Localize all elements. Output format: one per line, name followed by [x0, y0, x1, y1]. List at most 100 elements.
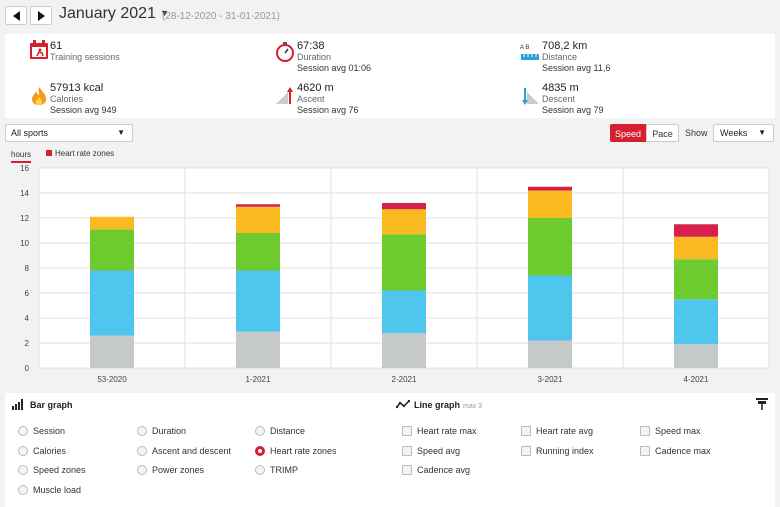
period-select[interactable]: Weeks ▼	[713, 124, 774, 142]
bar-segment[interactable]	[382, 290, 426, 334]
x-tick-label: 53-2020	[97, 375, 127, 384]
bar-segment[interactable]	[90, 270, 134, 336]
bar-option-label: Speed zones	[33, 465, 86, 475]
chart-unit-tab[interactable]: hours	[11, 150, 32, 163]
checkbox-icon[interactable]	[521, 446, 531, 456]
line-option-cadence-max[interactable]: Cadence max	[640, 446, 711, 458]
bar-segment[interactable]	[674, 236, 718, 260]
line-option-label: Speed avg	[417, 446, 461, 456]
bar-segment[interactable]	[674, 299, 718, 345]
y-tick-label: 4	[25, 314, 30, 323]
bar-option-power-zones[interactable]: Power zones	[137, 465, 204, 477]
checkbox-icon[interactable]	[402, 465, 412, 475]
calendar-icon	[30, 40, 48, 59]
line-graph-max: max 3	[463, 403, 483, 410]
speed-toggle[interactable]: Speed	[610, 124, 646, 142]
bar-segment[interactable]	[90, 216, 134, 230]
stat-calories: 57913 kcal Calories Session avg 949	[50, 82, 117, 116]
radio-icon[interactable]	[137, 465, 147, 475]
bar-option-ascent-and-descent[interactable]: Ascent and descent	[137, 446, 231, 458]
sport-select-value: All sports	[11, 128, 49, 138]
bar-segment[interactable]	[528, 275, 572, 341]
line-option-heart-rate-avg[interactable]: Heart rate avg	[521, 426, 593, 438]
line-option-speed-avg[interactable]: Speed avg	[402, 446, 460, 458]
bar-segment[interactable]	[382, 203, 426, 210]
bar-segment[interactable]	[90, 229, 134, 271]
bar-option-label: Distance	[270, 426, 306, 436]
chevron-down-icon: ▼	[117, 128, 125, 137]
chevron-down-icon: ▼	[159, 8, 169, 18]
month-label: January 2021	[59, 5, 156, 22]
descent-avg: Session avg 79	[542, 105, 604, 115]
radio-icon[interactable]	[255, 446, 265, 456]
bar-segment[interactable]	[90, 335, 134, 369]
stat-sessions: 61 Training sessions	[50, 40, 120, 63]
y-tick-label: 0	[25, 364, 30, 373]
next-month-button[interactable]	[30, 6, 52, 25]
chevron-down-icon: ▼	[758, 128, 766, 137]
bar-option-speed-zones[interactable]: Speed zones	[18, 465, 86, 477]
bar-segment[interactable]	[236, 233, 280, 271]
radio-icon[interactable]	[137, 426, 147, 436]
radio-icon[interactable]	[18, 465, 28, 475]
bar-option-muscle-load[interactable]: Muscle load	[18, 485, 81, 497]
distance-label: Distance	[542, 52, 578, 62]
bar-graph-icon	[12, 399, 23, 410]
pace-toggle[interactable]: Pace	[646, 124, 679, 142]
checkbox-icon[interactable]	[521, 426, 531, 436]
bar-option-trimp[interactable]: TRIMP	[255, 465, 298, 477]
duration-avg: Session avg 01:06	[297, 63, 372, 73]
bar-segment[interactable]	[382, 333, 426, 368]
radio-icon[interactable]	[137, 446, 147, 456]
radio-icon[interactable]	[18, 446, 28, 456]
bar-option-label: TRIMP	[270, 465, 298, 475]
bar-segment[interactable]	[236, 206, 280, 233]
pin-icon[interactable]	[755, 397, 769, 411]
bar-segment[interactable]	[382, 209, 426, 235]
bar-segment[interactable]	[382, 234, 426, 291]
chart-legend: Heart rate zones	[46, 149, 114, 158]
radio-icon[interactable]	[18, 426, 28, 436]
bar-segment[interactable]	[674, 344, 718, 368]
distance-icon: A B	[520, 45, 539, 60]
bar-option-label: Calories	[33, 446, 67, 456]
bar-segment[interactable]	[236, 270, 280, 332]
bar-option-distance[interactable]: Distance	[255, 426, 305, 438]
bar-segment[interactable]	[236, 204, 280, 207]
y-tick-label: 16	[20, 164, 29, 173]
checkbox-icon[interactable]	[402, 446, 412, 456]
checkbox-icon[interactable]	[640, 426, 650, 436]
bar-segment[interactable]	[236, 331, 280, 368]
bar-segment[interactable]	[674, 224, 718, 237]
radio-icon[interactable]	[18, 485, 28, 495]
stat-duration: 67:38 Duration Session avg 01:06	[297, 40, 371, 74]
line-option-heart-rate-max[interactable]: Heart rate max	[402, 426, 477, 438]
bar-segment[interactable]	[528, 190, 572, 219]
bar-segment[interactable]	[528, 186, 572, 191]
checkbox-icon[interactable]	[640, 446, 650, 456]
prev-month-button[interactable]	[5, 6, 27, 25]
checkbox-icon[interactable]	[402, 426, 412, 436]
y-tick-label: 14	[20, 189, 29, 198]
bar-option-session[interactable]: Session	[18, 426, 65, 438]
bar-option-calories[interactable]: Calories	[18, 446, 66, 458]
bar-segment[interactable]	[528, 218, 572, 276]
line-option-running-index[interactable]: Running index	[521, 446, 594, 458]
radio-icon[interactable]	[255, 465, 265, 475]
bar-option-heart-rate-zones[interactable]: Heart rate zones	[255, 446, 337, 458]
bar-option-label: Power zones	[152, 465, 205, 475]
bar-segment[interactable]	[528, 340, 572, 369]
radio-icon[interactable]	[255, 426, 265, 436]
line-option-speed-max[interactable]: Speed max	[640, 426, 701, 438]
ascent-label: Ascent	[297, 94, 325, 104]
bar-option-label: Ascent and descent	[152, 446, 232, 456]
calories-label: Calories	[50, 94, 84, 104]
bar-segment[interactable]	[674, 259, 718, 300]
bar-option-label: Muscle load	[33, 485, 82, 495]
bar-option-duration[interactable]: Duration	[137, 426, 186, 438]
calories-value: 57913 kcal	[50, 82, 104, 94]
month-selector[interactable]: January 2021 ▼	[59, 5, 169, 23]
sport-select[interactable]: All sports ▼	[5, 124, 133, 142]
bar-chart: 0 2 4 6 8 10 12 14 16 53-2020 1-2021 2-2021 3-2021 4-…	[20, 164, 770, 384]
line-option-cadence-avg[interactable]: Cadence avg	[402, 465, 470, 477]
